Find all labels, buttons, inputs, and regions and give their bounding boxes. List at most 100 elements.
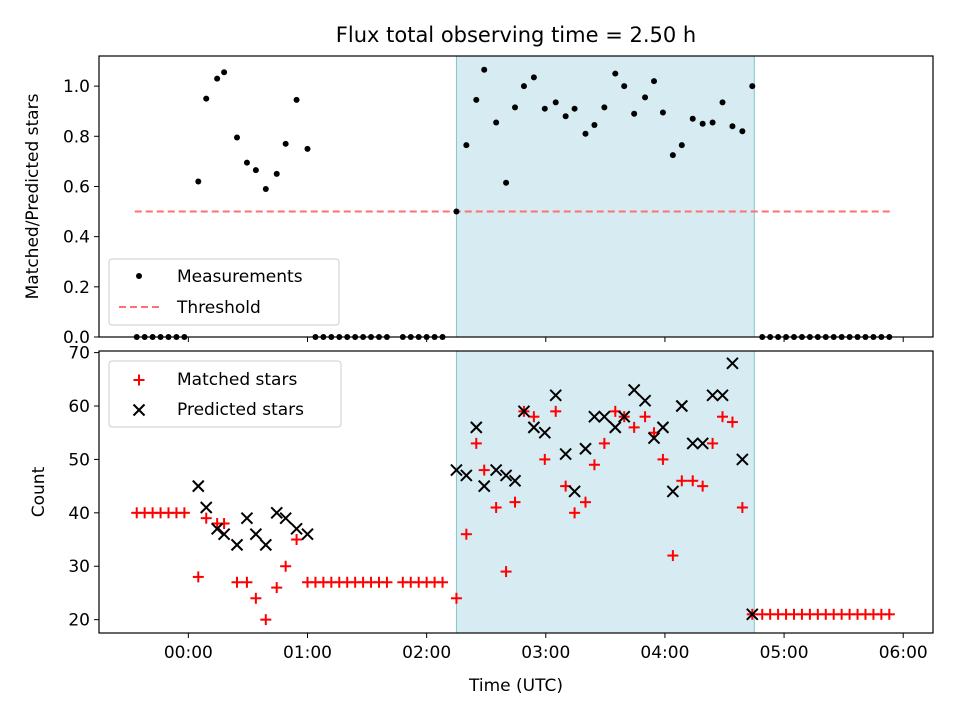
legend-predicted-marker — [132, 403, 146, 417]
predicted-star-point — [200, 501, 213, 514]
measurement-point — [473, 96, 480, 103]
ratio-legend-box — [108, 258, 340, 326]
matched-star-point — [528, 411, 540, 423]
predicted-star-point — [609, 421, 622, 434]
time-x-tick-label: 06:00 — [879, 643, 928, 663]
matched-star-point — [707, 437, 719, 449]
predicted-star-point — [517, 405, 531, 418]
predicted-star-point — [192, 479, 205, 493]
measurement-point — [252, 167, 259, 174]
ratio-y-tick-label: 0.8 — [63, 127, 90, 147]
ratio-y-tick-label: 0.0 — [63, 328, 90, 348]
count-panel: 20 30 40 50 60 70 00:00 01:00 02:00 03:00 04:00 05… — [29, 344, 934, 696]
predicted-star-point — [549, 389, 562, 402]
predicted-star-point — [736, 453, 749, 466]
predicted-star-point — [301, 527, 314, 541]
measurement-point — [214, 75, 221, 82]
matched-star-point — [687, 475, 699, 487]
matched-star-point — [231, 576, 243, 588]
time-x-tick-label: 04:00 — [640, 643, 689, 663]
predicted-star-point — [290, 522, 303, 536]
measurement-point — [651, 78, 658, 85]
predicted-star-point — [706, 389, 719, 402]
predicted-star-point — [568, 485, 581, 498]
time-x-tick-label: 05:00 — [760, 643, 809, 663]
measurement-point — [541, 105, 548, 112]
predicted-star-point — [240, 511, 254, 525]
measurement-point — [262, 185, 269, 192]
matched-star-point — [200, 512, 212, 524]
time-x-tick-label: 00:00 — [164, 643, 213, 663]
predicted-star-point — [598, 410, 611, 423]
legend-plus-glyph — [133, 374, 145, 386]
predicted-stars-points — [192, 357, 759, 621]
matched-star-point — [250, 592, 262, 604]
ratio-x-axis — [187, 337, 904, 342]
predicted-star-point — [279, 511, 292, 525]
measurement-point — [709, 119, 716, 126]
measurement-point — [453, 208, 460, 215]
legend-matched-label: Matched stars — [177, 370, 297, 390]
matched-star-point — [218, 518, 230, 530]
predicted-star-point — [538, 426, 552, 439]
predicted-star-point — [460, 469, 473, 482]
measurement-point — [699, 120, 706, 127]
matched-star-point — [478, 464, 490, 476]
matched-star-point — [883, 608, 895, 620]
measurement-point — [659, 109, 666, 116]
predicted-star-point — [489, 463, 503, 477]
observing-window-shade-bottom — [455, 350, 755, 634]
matched-star-point — [598, 437, 610, 449]
predicted-star-point — [270, 506, 283, 520]
count-legend: Matched stars Predicted stars — [108, 360, 342, 428]
count-y-axis: 20 30 40 50 60 70 — [68, 344, 99, 631]
legend-x-glyph — [132, 403, 146, 417]
matched-star-point — [192, 571, 204, 583]
measurement-point — [678, 142, 685, 149]
predicted-star-point — [696, 437, 709, 450]
ratio-y-axis-label: Matched/Predicted stars — [23, 93, 43, 299]
predicted-star-point — [210, 522, 224, 536]
chart-title: Flux total observing time = 2.50 h — [336, 23, 696, 47]
measurement-point — [293, 96, 300, 103]
matched-star-point — [697, 480, 709, 492]
time-x-tick-label: 02:00 — [402, 643, 451, 663]
legend-matched-marker — [133, 374, 145, 386]
measurement-point — [481, 66, 488, 73]
measurement-point — [512, 104, 519, 111]
measurement-point — [273, 170, 280, 177]
matched-star-point — [717, 411, 729, 423]
predicted-star-point — [647, 431, 661, 445]
count-plot-frame — [98, 350, 934, 634]
matched-star-point — [628, 421, 640, 433]
predicted-star-point — [666, 485, 680, 498]
measurement-point — [689, 115, 696, 122]
measurement-point — [463, 142, 470, 149]
ratio-plot-frame — [98, 55, 934, 338]
predicted-star-point — [716, 389, 729, 402]
measurement-point — [493, 119, 500, 126]
count-y-tick-label: 50 — [68, 450, 90, 470]
count-y-tick-label: 40 — [68, 504, 90, 524]
measurement-point — [530, 74, 537, 81]
measurement-point — [642, 94, 649, 101]
matched-star-point — [676, 475, 688, 487]
ratio-y-tick-label: 0.2 — [63, 278, 90, 298]
measurement-point — [571, 105, 578, 112]
measurement-point — [203, 95, 210, 102]
count-y-tick-label: 60 — [68, 397, 90, 417]
measurement-point — [243, 159, 250, 166]
measurement-point — [612, 70, 619, 77]
measurement-point — [562, 113, 569, 120]
predicted-star-point — [450, 463, 463, 477]
matched-star-point — [500, 566, 512, 578]
time-x-tick-label: 03:00 — [521, 643, 570, 663]
measurement-point — [729, 123, 736, 130]
legend-threshold-label: Threshold — [176, 298, 261, 318]
count-y-tick-label: 70 — [68, 344, 90, 364]
predicted-star-point — [675, 399, 689, 413]
predicted-star-point — [527, 421, 541, 434]
predicted-star-point — [726, 357, 739, 370]
matched-star-point — [260, 614, 272, 626]
